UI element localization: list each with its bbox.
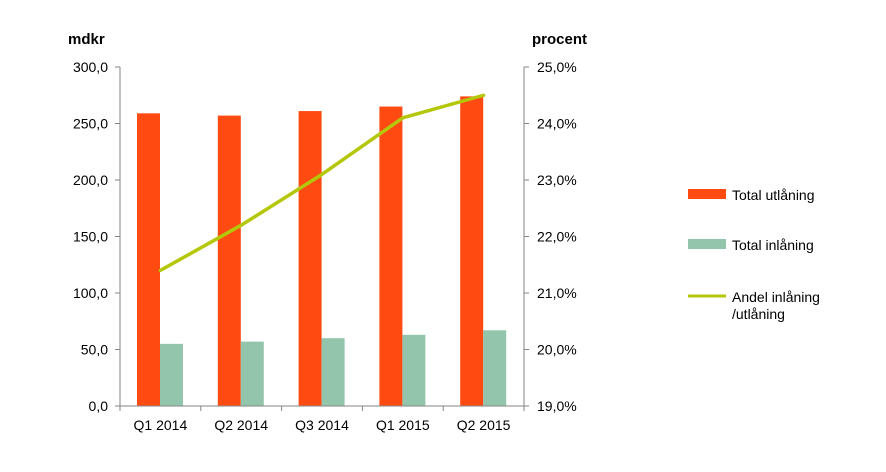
bars-layer (137, 96, 507, 407)
legend-swatch-total-utlaning (688, 189, 726, 199)
axes-layer (115, 66, 529, 411)
legend-swatch-total-inlaning (688, 239, 726, 249)
bar-total-inlaning (483, 330, 507, 406)
y-right-tick-label: 20,0% (537, 342, 577, 358)
bar-total-utlaning (298, 111, 322, 406)
y-right-tick-label: 23,0% (537, 172, 577, 188)
legend-label-andel-line2: /utlåning (732, 306, 785, 322)
y-left-tick-label: 100,0 (73, 285, 108, 301)
x-tick-label: Q2 2015 (457, 417, 511, 433)
y-left-tick-label: 0,0 (89, 398, 109, 414)
bar-total-utlaning (217, 115, 241, 406)
y-right-tick-label: 22,0% (537, 229, 577, 245)
x-tick-label: Q3 2014 (295, 417, 349, 433)
y-left-tick-label: 50,0 (81, 342, 108, 358)
bar-total-utlaning (460, 96, 484, 406)
legend: Total utlåning Total inlåning Andel inlå… (688, 187, 820, 322)
bar-total-inlaning (402, 334, 426, 406)
tick-labels-layer: 0,0 50,0 100,0 150,0 200,0 250,0 300,0 19,0% 20,… (73, 59, 577, 433)
x-tick-label: Q2 2014 (214, 417, 268, 433)
legend-label-total-utlaning: Total utlåning (732, 187, 815, 203)
y-right-tick-label: 21,0% (537, 285, 577, 301)
legend-label-total-inlaning: Total inlåning (732, 237, 814, 253)
y-left-unit-label: mdkr (68, 31, 105, 48)
y-right-unit-label: procent (532, 31, 587, 48)
y-right-tick-label: 24,0% (537, 116, 577, 132)
series-line-andel (158, 93, 486, 273)
bar-total-inlaning (240, 341, 264, 406)
legend-label-andel-line1: Andel inlåning (732, 289, 820, 305)
y-left-tick-label: 150,0 (73, 229, 108, 245)
x-tick-label: Q1 2015 (376, 417, 430, 433)
y-left-tick-label: 300,0 (73, 59, 108, 75)
y-left-tick-label: 250,0 (73, 116, 108, 132)
bar-total-inlaning (160, 343, 183, 406)
y-left-tick-label: 200,0 (73, 172, 108, 188)
bar-total-utlaning (379, 106, 403, 407)
y-right-tick-label: 25,0% (537, 59, 577, 75)
x-tick-label: Q1 2014 (134, 417, 188, 433)
bar-total-utlaning (137, 113, 160, 406)
bar-total-inlaning (321, 338, 345, 406)
ratio-line-layer (158, 93, 486, 273)
y-right-tick-label: 19,0% (537, 398, 577, 414)
